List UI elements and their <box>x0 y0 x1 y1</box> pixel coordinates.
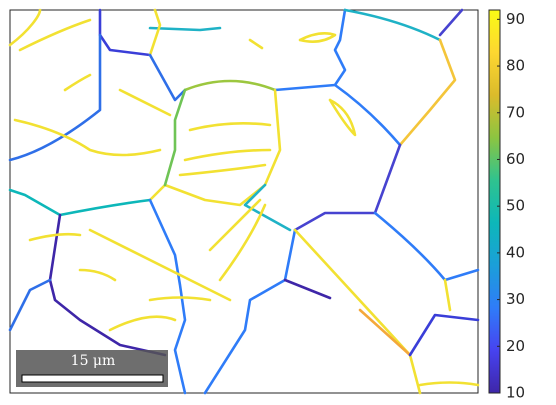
boundary <box>118 88 172 117</box>
colorbar-tick-label: 60 <box>506 150 525 168</box>
boundary <box>408 313 480 357</box>
boundary <box>438 8 464 37</box>
colorbar-tick-label: 80 <box>506 57 525 75</box>
boundary <box>18 18 264 92</box>
colorbar-tick-label: 40 <box>506 243 525 261</box>
boundary <box>398 38 457 147</box>
boundary <box>373 211 480 282</box>
colorbar-tick-label: 20 <box>506 337 525 355</box>
colorbar-scale <box>488 9 501 394</box>
boundary <box>8 33 102 162</box>
boundary <box>203 228 297 395</box>
scale-bar <box>21 374 164 383</box>
boundary <box>283 278 332 300</box>
boundary <box>358 308 412 357</box>
boundary <box>8 8 42 47</box>
boundary <box>98 8 152 57</box>
boundary <box>418 278 480 387</box>
boundary <box>208 198 267 282</box>
colorbar-tick-label: 30 <box>506 290 525 308</box>
boundary <box>333 83 402 147</box>
colorbar-tick-label: 10 <box>506 384 525 402</box>
boundary <box>328 98 357 137</box>
colorbar-tick-label: 90 <box>506 10 525 28</box>
boundary <box>343 8 442 42</box>
boundary <box>183 79 277 92</box>
boundary <box>8 278 52 332</box>
boundary <box>88 228 232 302</box>
boundary <box>148 8 162 57</box>
boundary <box>273 8 347 92</box>
boundary <box>148 53 187 102</box>
grain-boundaries <box>8 8 480 395</box>
colorbar: 10 20 30 40 50 60 70 80 90 <box>488 9 525 402</box>
boundary <box>13 118 162 157</box>
grain-map: 15 μm <box>8 8 480 395</box>
colorbar-tick-label: 50 <box>506 197 525 215</box>
boundary <box>163 88 187 187</box>
boundary <box>293 143 402 232</box>
boundary <box>148 26 222 32</box>
boundary <box>28 232 117 282</box>
boundary <box>148 198 187 395</box>
boundary <box>108 296 212 332</box>
boundary <box>243 183 292 232</box>
boundary <box>178 122 272 177</box>
colorbar-tick-label: 70 <box>506 103 525 121</box>
boundary <box>48 213 167 357</box>
scale-bar-label: 15 μm <box>71 353 116 369</box>
boundary <box>298 32 337 43</box>
